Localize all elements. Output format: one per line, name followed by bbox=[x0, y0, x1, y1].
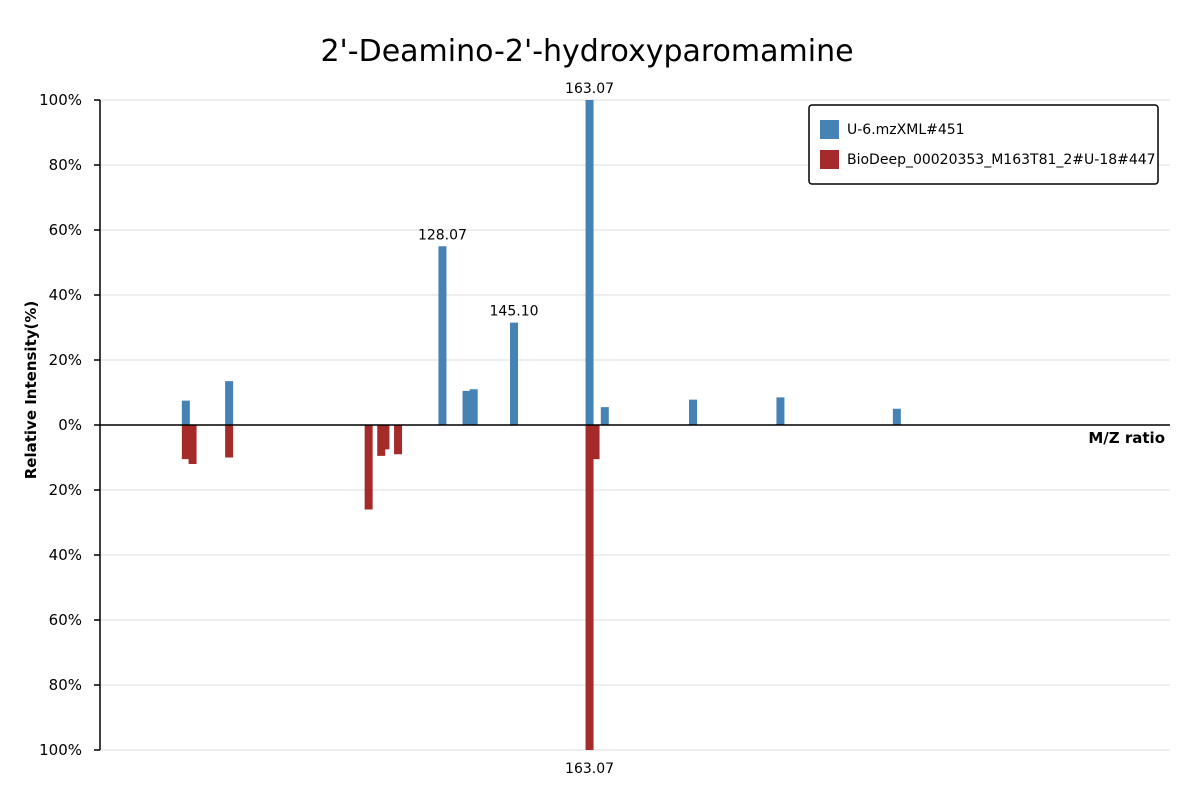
peak-bar bbox=[438, 246, 447, 425]
y-tick-label: 20% bbox=[49, 481, 82, 499]
axes bbox=[99, 100, 1170, 750]
peak-bar bbox=[469, 389, 478, 425]
y-tick-label: 60% bbox=[49, 611, 82, 629]
y-tick-label: 40% bbox=[49, 286, 82, 304]
peak-bar bbox=[377, 425, 386, 456]
y-axis-label: Relative Intensity(%) bbox=[22, 301, 40, 480]
grid-lines bbox=[100, 99, 1170, 751]
peak-label: 163.07 bbox=[565, 81, 614, 97]
peak-label: 163.07 bbox=[565, 761, 614, 777]
peak-bar bbox=[225, 425, 234, 458]
y-tick-label: 80% bbox=[49, 156, 82, 174]
legend-box bbox=[808, 104, 1159, 185]
y-tick-labels: 100% 80% 60% 40% 20% 0% 20% 40% 60% 80% 100% bbox=[39, 91, 100, 759]
legend-swatch-series-2 bbox=[820, 150, 839, 169]
x-axis-label: M/Z ratio bbox=[1088, 429, 1165, 447]
peak-bar bbox=[585, 425, 594, 750]
peak-bar bbox=[188, 425, 197, 464]
legend: U-6.mzXML#451 BioDeep_00020353_M163T81_2… bbox=[808, 104, 1159, 185]
legend-label-series-2: BioDeep_00020353_M163T81_2#U-18#447 bbox=[847, 152, 1156, 168]
y-tick-label: 0% bbox=[58, 416, 82, 434]
y-tick-label: 20% bbox=[49, 351, 82, 369]
peak-bar bbox=[600, 407, 609, 425]
peak-bar bbox=[462, 390, 471, 425]
peak-label: 128.07 bbox=[418, 227, 467, 243]
y-tick-label: 60% bbox=[49, 221, 82, 239]
peak-bar bbox=[381, 425, 390, 450]
peak-bar bbox=[892, 408, 901, 425]
spectrum-bars bbox=[181, 100, 901, 750]
y-tick-label: 40% bbox=[49, 546, 82, 564]
peak-bar bbox=[181, 400, 190, 425]
peak-bar bbox=[394, 425, 403, 455]
peak-labels: 128.07 145.10 163.07 163.07 bbox=[418, 81, 614, 777]
peak-label: 145.10 bbox=[490, 304, 539, 320]
legend-label-series-1: U-6.mzXML#451 bbox=[847, 122, 965, 138]
peak-bar bbox=[585, 100, 594, 425]
peak-bar bbox=[776, 397, 785, 425]
peak-bar bbox=[510, 322, 519, 425]
peak-bar bbox=[364, 425, 373, 510]
legend-swatch-series-1 bbox=[820, 120, 839, 139]
peak-bar bbox=[689, 399, 698, 425]
y-tick-label: 100% bbox=[39, 91, 82, 109]
y-tick-label: 100% bbox=[39, 741, 82, 759]
y-tick-label: 80% bbox=[49, 676, 82, 694]
peak-bar bbox=[181, 425, 190, 460]
peak-bar bbox=[225, 381, 234, 425]
peak-bar bbox=[591, 425, 600, 460]
chart-title: 2'-Deamino-2'-hydroxyparomamine bbox=[320, 34, 853, 69]
